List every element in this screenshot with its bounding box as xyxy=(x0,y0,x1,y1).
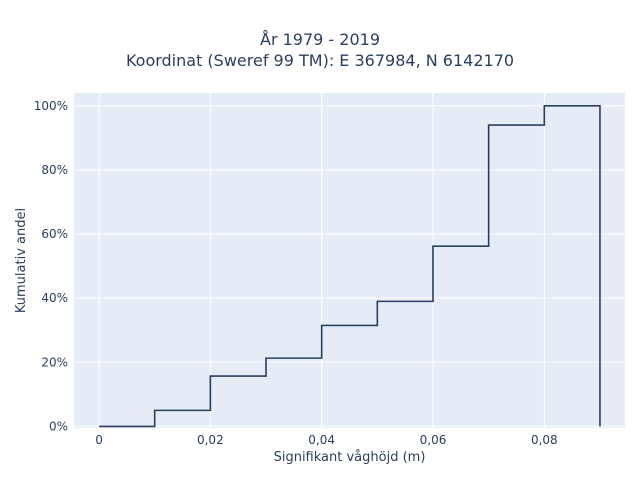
y-tick-label: 0% xyxy=(49,419,68,433)
chart-title-line-1: År 1979 - 2019 xyxy=(260,30,380,49)
cumulative-series-line xyxy=(99,105,601,428)
x-tick-label: 0,08 xyxy=(531,433,558,447)
x-axis-title: Signifikant våghöjd (m) xyxy=(274,450,426,465)
x-tick-label: 0,06 xyxy=(420,433,447,447)
y-tick-label: 40% xyxy=(41,291,68,305)
series-group xyxy=(99,105,601,428)
y-tick-label: 20% xyxy=(41,355,68,369)
x-tick-labels: 0 0,02 0,04 0,06 0,08 xyxy=(95,433,557,447)
x-tick-label: 0,02 xyxy=(197,433,224,447)
y-tick-label: 60% xyxy=(41,227,68,241)
plot-area xyxy=(74,93,625,428)
x-tick-label: 0,04 xyxy=(308,433,335,447)
y-tick-label: 80% xyxy=(41,163,68,177)
y-tick-label: 100% xyxy=(34,99,68,113)
y-axis-title: Kumulativ andel xyxy=(14,208,29,313)
y-tick-labels: 0% 20% 40% 60% 80% 100% xyxy=(34,99,68,434)
grid-lines xyxy=(74,93,625,428)
chart-title-line-2: Koordinat (Sweref 99 TM): E 367984, N 61… xyxy=(125,51,515,70)
x-tick-label: 0 xyxy=(95,433,103,447)
